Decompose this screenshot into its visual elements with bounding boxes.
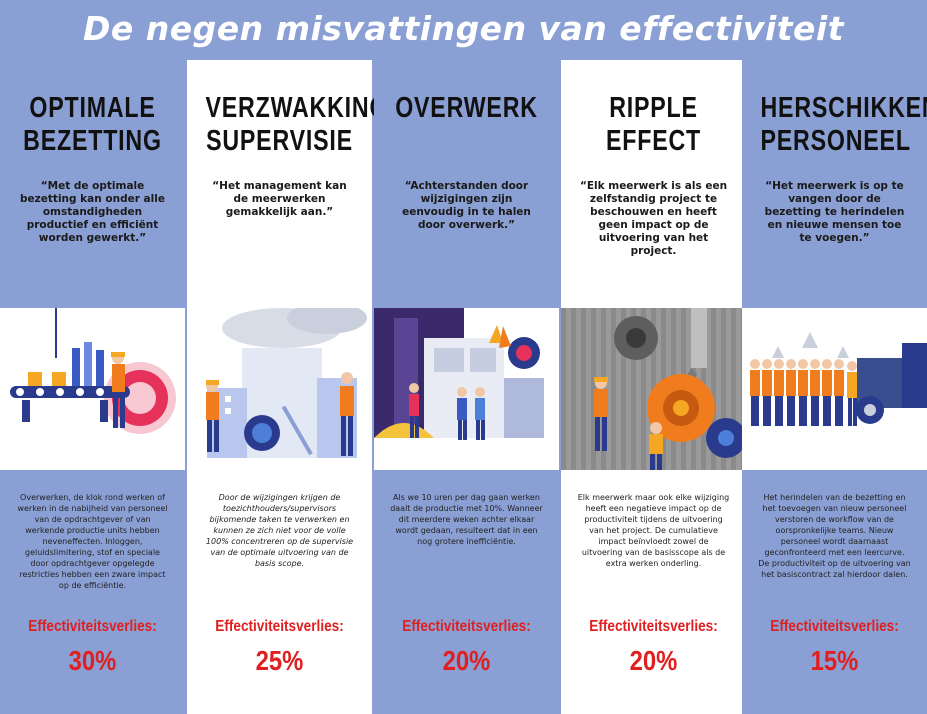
loss-label: Effectiviteitsverlies:	[215, 618, 344, 635]
column-title: RIPPLE EFFECT	[605, 92, 702, 157]
column-quote: “Met de optimale bezetting kan onder all…	[20, 180, 165, 244]
gears-crane-workers-icon	[561, 308, 746, 470]
column-optimale-bezetting: OPTIMALE BEZETTING “Met de optimale beze…	[0, 60, 185, 714]
column-ripple-effect: RIPPLE EFFECT “Elk meerwerk is als een z…	[561, 60, 746, 714]
loss-label: Effectiviteitsverlies:	[589, 618, 718, 635]
loss-value: 20%	[629, 645, 678, 676]
column-quote: “Elk meerwerk is als een zelfstandig pro…	[579, 180, 728, 257]
column-quote: “Achterstanden door wijzigingen zijn een…	[402, 180, 531, 231]
column-quote: “Het meerwerk is op te vangen door de be…	[764, 180, 905, 244]
column-body: Overwerken, de klok rond werken of werke…	[17, 493, 168, 590]
column-quote: “Het management kan de meerwerken gemakk…	[212, 180, 347, 218]
loss-label: Effectiviteitsverlies:	[28, 618, 157, 635]
factory-smoke-workers-icon	[187, 308, 372, 470]
conveyor-belt-worker-icon	[0, 308, 185, 470]
night-machinery-workers-icon	[374, 308, 559, 470]
column-verzwakking-supervisie: VERZWAKKING SUPERVISIE “Het management k…	[187, 60, 389, 714]
loss-value: 30%	[68, 645, 117, 676]
column-body: Elk meerwerk maar ook elke wijziging hee…	[577, 493, 730, 568]
column-title: OVERWERK	[395, 92, 538, 124]
column-title: VERZWAKKING SUPERVISIE	[205, 92, 389, 157]
column-body: Het herindelen van de bezetting en het t…	[758, 493, 911, 579]
column-herschikken-personeel: HERSCHIKKEN PERSONEEL “Het meerwerk is o…	[742, 60, 927, 714]
column-body: Als we 10 uren per dag gaan werken daalt…	[390, 493, 543, 546]
loss-value: 25%	[255, 645, 304, 676]
column-overwerk: OVERWERK “Achterstanden door wijzigingen…	[374, 60, 559, 714]
loss-label: Effectiviteitsverlies:	[402, 618, 531, 635]
loss-value: 20%	[442, 645, 491, 676]
loss-label: Effectiviteitsverlies:	[770, 618, 899, 635]
column-title: HERSCHIKKEN PERSONEEL	[760, 92, 927, 157]
worker-crowd-truck-icon	[742, 308, 927, 470]
column-title: OPTIMALE BEZETTING	[23, 92, 162, 157]
page-title: De negen misvattingen van effectiviteit	[82, 9, 845, 48]
column-body: Door de wijzigingen krijgen de toezichth…	[205, 493, 354, 568]
loss-value: 15%	[810, 645, 859, 676]
